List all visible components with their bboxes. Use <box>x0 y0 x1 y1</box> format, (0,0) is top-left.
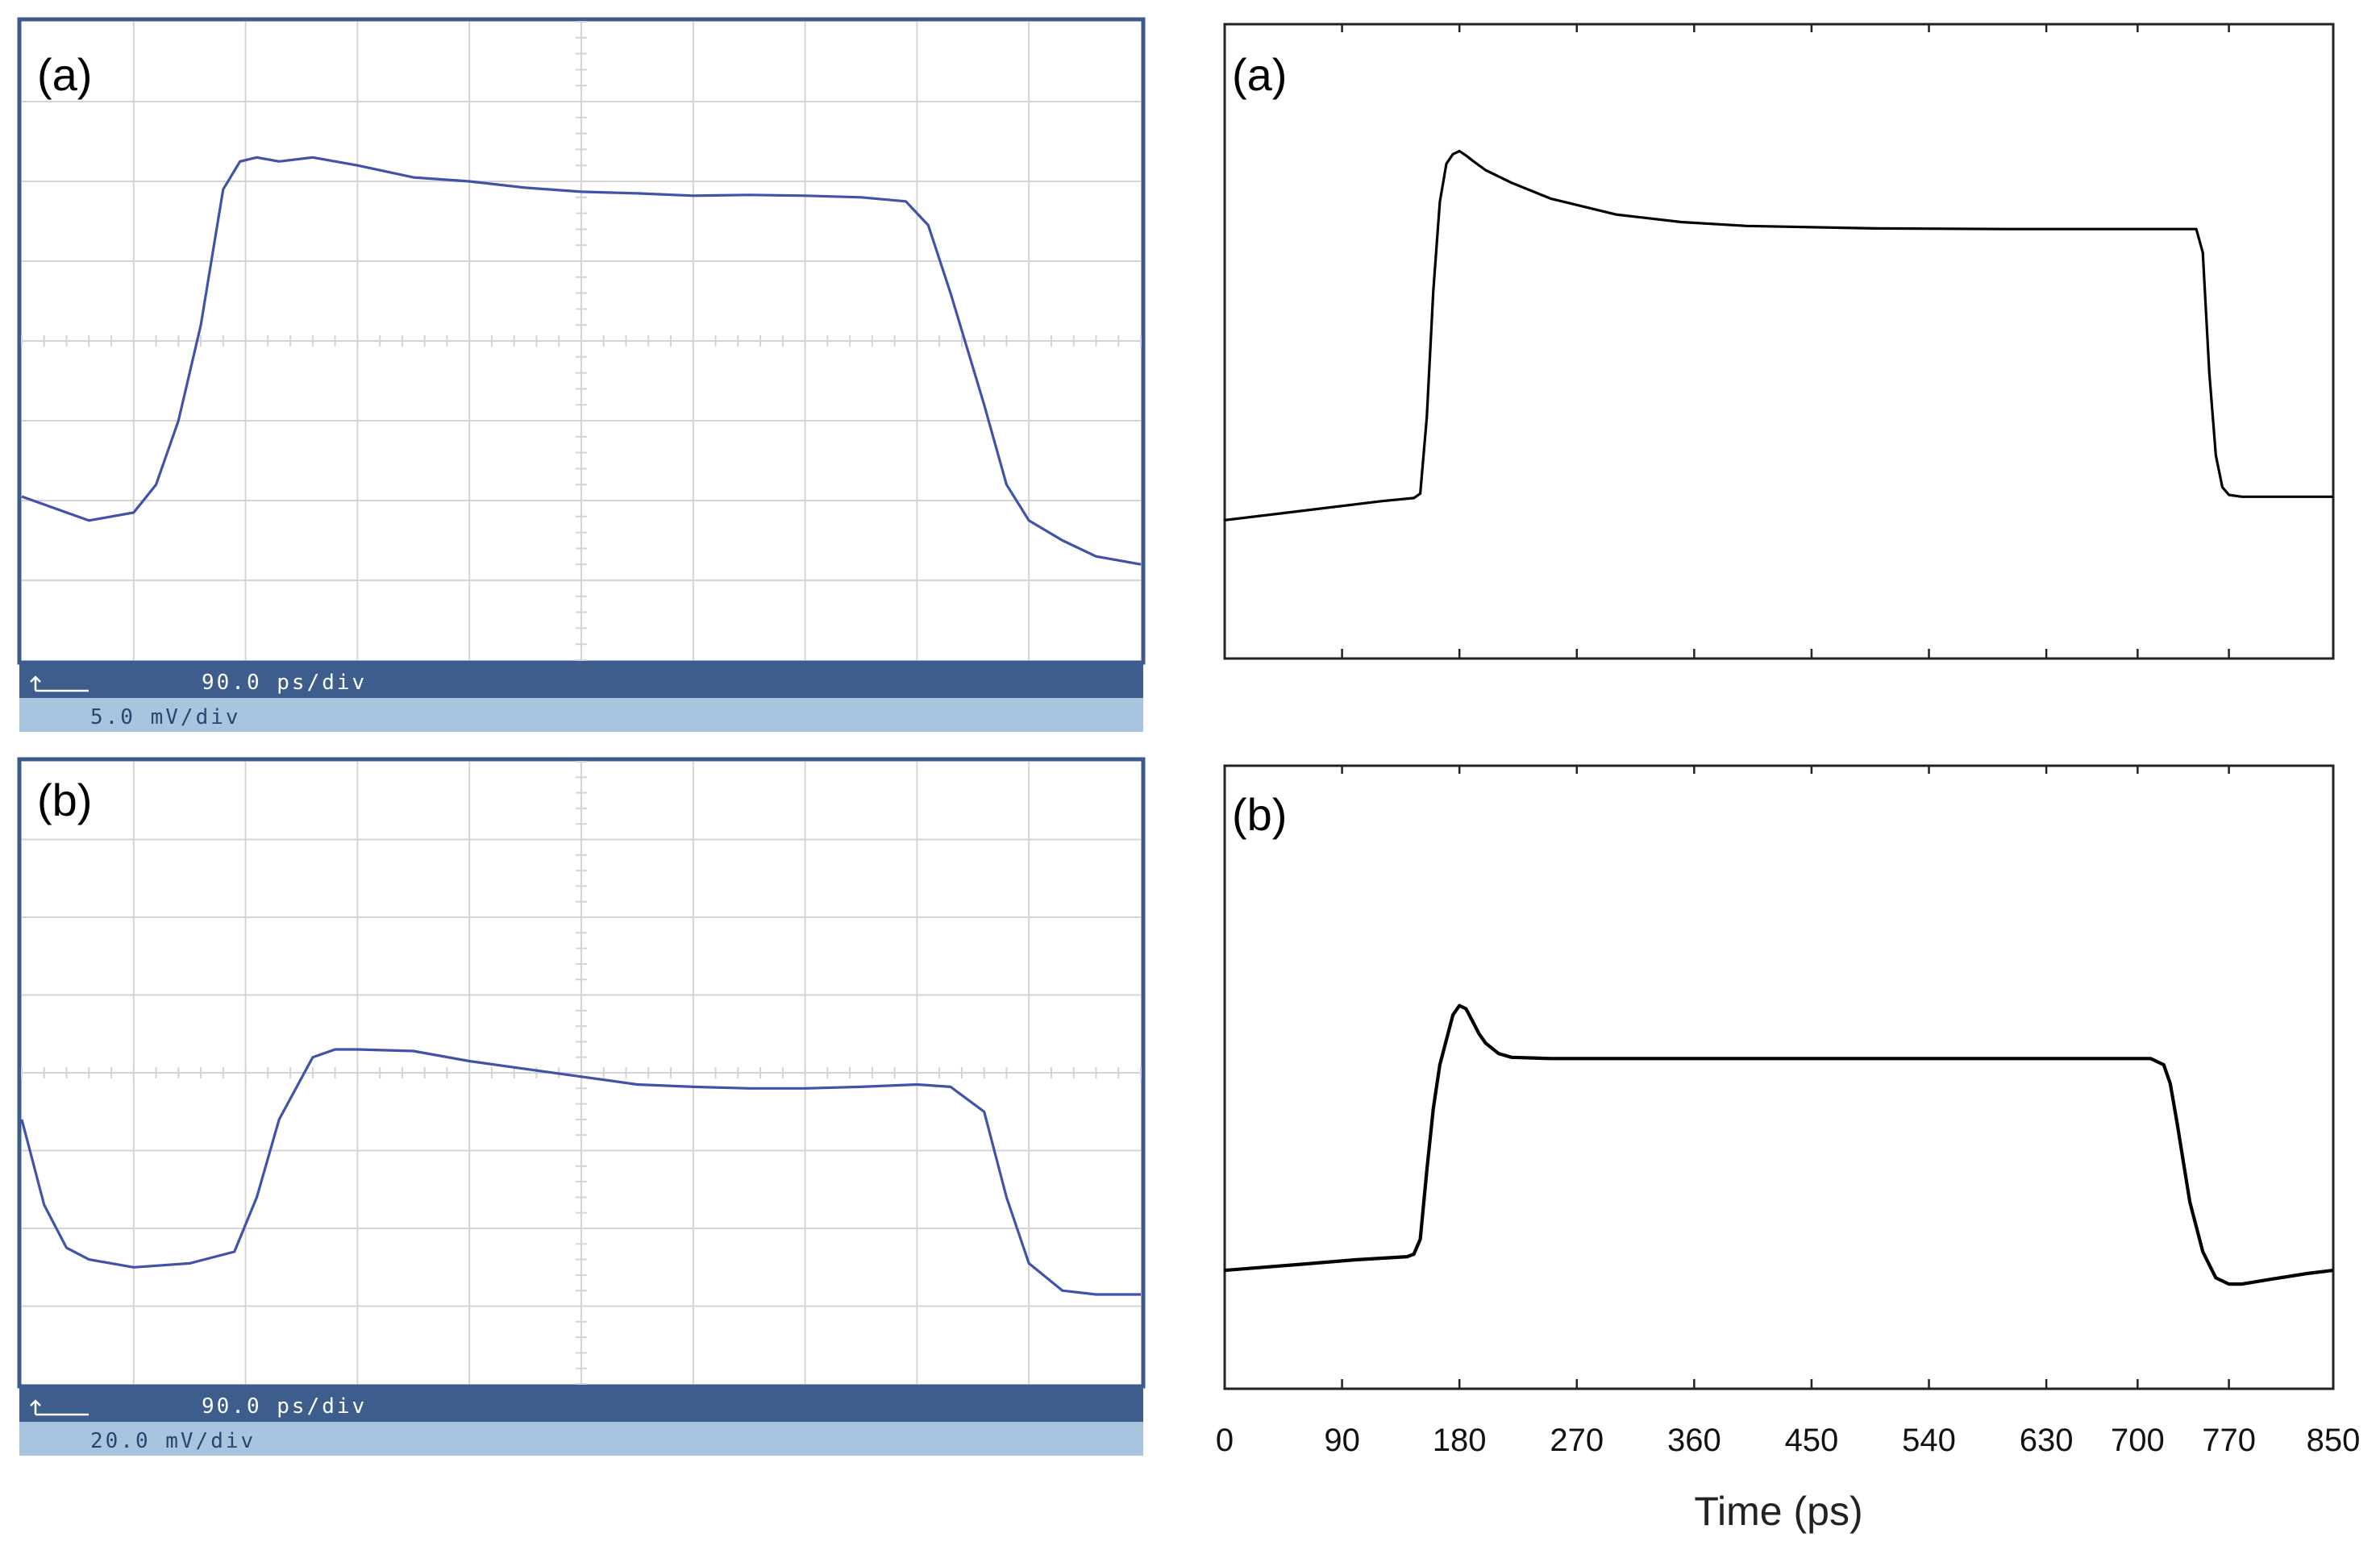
scope-a-trace <box>21 156 1142 566</box>
x-tick-label: 540 <box>1902 1423 1956 1458</box>
sim-x-axis-title: Time (ps) <box>1694 1489 1862 1534</box>
x-tick-label: 630 <box>2020 1423 2074 1458</box>
sim-a-ticks <box>1341 24 2230 659</box>
x-tick-label: 850 <box>2307 1423 2361 1458</box>
ground-marker-icon <box>30 1399 89 1416</box>
x-tick-label: 700 <box>2111 1423 2165 1458</box>
sim-a-trace <box>1224 149 2333 521</box>
scope-b-voltage-scale: 20.0 mV/div <box>90 1429 256 1453</box>
sim-b-plot-frame <box>1223 764 2335 1390</box>
scope-b-volt-bar <box>19 1422 1143 1456</box>
sim-panel-b: (b) 0 90 180 270 360 450 540 630 700 770 850 Time … <box>1216 764 2361 1534</box>
x-tick-label: 360 <box>1667 1423 1721 1458</box>
sim-a-plot-frame <box>1223 23 2335 660</box>
x-tick-label: 270 <box>1550 1423 1604 1458</box>
scope-b-time-bar <box>19 1386 1143 1422</box>
scope-b-panel-label: (b) <box>37 775 92 825</box>
sim-b-tick-labels: 0 90 180 270 360 450 540 630 700 770 850 <box>1216 1423 2361 1458</box>
scope-b-grid <box>21 761 1142 1385</box>
x-tick-label: 180 <box>1433 1423 1487 1458</box>
sim-b-ticks <box>1341 766 2230 1389</box>
scope-a-time-scale: 90.0 ps/div <box>202 671 367 695</box>
scope-panel-b: (b) 90.0 ps/div 20.0 mV/div <box>17 757 1146 1456</box>
sim-b-trace <box>1224 1003 2334 1286</box>
scope-a-grid <box>21 21 1142 661</box>
scope-b-time-scale: 90.0 ps/div <box>202 1394 367 1419</box>
scope-a-volt-bar <box>19 698 1143 732</box>
scope-a-panel-label: (a) <box>37 49 92 100</box>
sim-b-panel-label: (b) <box>1232 789 1287 840</box>
x-tick-label: 770 <box>2202 1423 2256 1458</box>
scope-panel-a: (a) 90.0 ps/div 5.0 mV/div <box>17 17 1146 732</box>
ground-marker-icon <box>30 675 89 692</box>
x-tick-label: 450 <box>1785 1423 1839 1458</box>
scope-b-trace <box>20 1048 1141 1296</box>
x-tick-label: 0 <box>1216 1423 1234 1458</box>
scope-a-voltage-scale: 5.0 mV/div <box>90 705 241 729</box>
x-tick-label: 90 <box>1324 1423 1360 1458</box>
sim-a-panel-label: (a) <box>1232 49 1287 100</box>
sim-panel-a: (a) <box>1223 23 2335 660</box>
scope-a-time-bar <box>19 663 1143 698</box>
